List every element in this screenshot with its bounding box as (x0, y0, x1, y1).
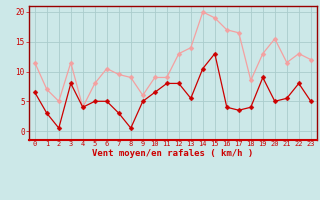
X-axis label: Vent moyen/en rafales ( km/h ): Vent moyen/en rafales ( km/h ) (92, 149, 253, 158)
